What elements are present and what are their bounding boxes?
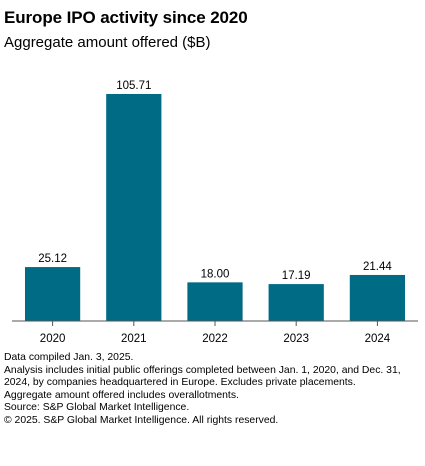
value-label-2021: 105.71 (116, 80, 151, 92)
value-label-2024: 21.44 (363, 261, 392, 273)
bars-group (24, 94, 406, 321)
x-tick-labels-group: 2020 2021 2022 2023 2024 (40, 333, 391, 345)
x-tick-label-2024: 2024 (365, 333, 391, 345)
x-ticks-group (52, 321, 378, 326)
x-tick-label-2021: 2021 (121, 333, 147, 345)
note-source: Source: S&P Global Market Intelligence. (4, 402, 190, 413)
value-label-2023: 17.19 (282, 270, 311, 282)
bar-2021 (106, 94, 162, 321)
note-overallotments: Aggregate amount offered includes overal… (4, 389, 239, 401)
x-tick-label-2020: 2020 (40, 333, 66, 345)
value-label-2020: 25.12 (38, 253, 67, 265)
bar-2023 (268, 284, 324, 321)
value-label-2022: 18.00 (201, 268, 230, 280)
value-labels-group: 25.12 105.71 18.00 17.19 21.44 (38, 80, 392, 282)
chart-subtitle: Aggregate amount offered ($B) (4, 34, 211, 51)
note-copyright: © 2025. S&P Global Market Intelligence. … (4, 414, 279, 426)
note-analysis: Analysis includes initial public offerin… (4, 364, 401, 389)
bar-2020 (24, 267, 81, 321)
chart-notes: Data compiled Jan. 3, 2025. Analysis inc… (4, 352, 422, 427)
note-data-compiled: Data compiled Jan. 3, 2025. (4, 352, 134, 363)
bar-2022 (187, 282, 243, 321)
bar-2024 (349, 274, 406, 321)
x-tick-label-2022: 2022 (202, 333, 228, 345)
chart-title: Europe IPO activity since 2020 (4, 8, 248, 27)
x-tick-label-2023: 2023 (283, 333, 309, 345)
